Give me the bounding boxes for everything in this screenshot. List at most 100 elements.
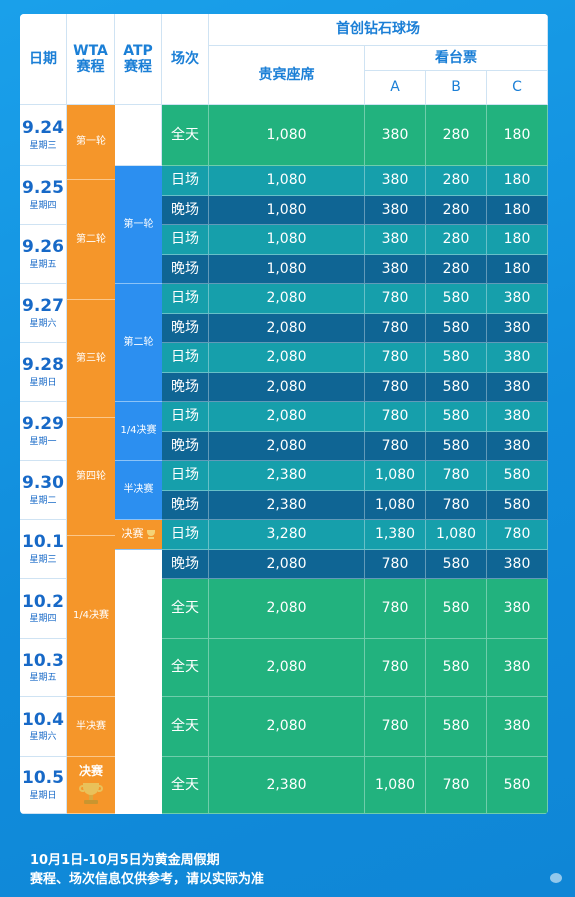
date-cell: 10.2 星期四	[20, 579, 67, 639]
atp-empty-cell	[115, 105, 162, 166]
zone-b-price: 580	[426, 579, 487, 639]
zone-c-price: 780	[487, 520, 548, 550]
atp-round: 第一轮	[115, 166, 162, 284]
atp-round: 1/4决赛	[115, 402, 162, 461]
zone-b-price: 580	[426, 402, 487, 432]
date-cell: 9.26 星期五	[20, 225, 67, 284]
weekday-label: 星期二	[29, 495, 57, 506]
trophy-icon	[146, 529, 156, 540]
date-cell: 9.30 星期二	[20, 461, 67, 520]
date-cell: 9.25 星期四	[20, 166, 67, 225]
date-label: 10.5	[22, 768, 64, 789]
wta-round: 第三轮	[67, 300, 115, 418]
zone-a-price: 380	[365, 166, 426, 196]
header-atp-schedule: ATP 赛程	[115, 14, 162, 105]
zone-c-price: 380	[487, 550, 548, 579]
weekday-label: 星期六	[29, 318, 57, 329]
date-label: 10.2	[22, 591, 64, 612]
header-stand-tickets: 看台票	[365, 46, 548, 71]
header-date: 日期	[20, 14, 67, 105]
trophy-icon	[79, 782, 103, 805]
session-cell: 日场	[162, 343, 209, 373]
zone-b-price: 280	[426, 196, 487, 225]
vip-price: 2,380	[209, 461, 365, 491]
zone-b-price: 280	[426, 225, 487, 255]
session-cell: 日场	[162, 225, 209, 255]
weekday-label: 星期三	[29, 140, 57, 151]
zone-c-price: 380	[487, 432, 548, 461]
session-cell: 晚场	[162, 314, 209, 343]
session-cell: 晚场	[162, 196, 209, 225]
vip-price: 2,080	[209, 579, 365, 639]
vip-price: 2,080	[209, 639, 365, 697]
date-cell: 9.29 星期一	[20, 402, 67, 461]
vip-price: 2,380	[209, 491, 365, 520]
atp-round: 半决赛	[115, 461, 162, 520]
vip-price: 2,080	[209, 550, 365, 579]
session-cell: 日场	[162, 520, 209, 550]
vip-price: 2,080	[209, 432, 365, 461]
vip-price: 2,080	[209, 314, 365, 343]
zone-b-price: 580	[426, 639, 487, 697]
zone-c-price: 380	[487, 402, 548, 432]
zone-a-price: 780	[365, 550, 426, 579]
zone-a-price: 1,380	[365, 520, 426, 550]
date-label: 9.27	[22, 296, 64, 317]
zone-b-price: 580	[426, 284, 487, 314]
date-cell: 10.3 星期五	[20, 639, 67, 697]
vip-price: 2,080	[209, 402, 365, 432]
zone-c-price: 380	[487, 373, 548, 402]
wta-round: 1/4决赛	[67, 536, 115, 697]
atp-final-label: 决赛	[121, 527, 144, 541]
zone-b-price: 280	[426, 166, 487, 196]
atp-round: 第二轮	[115, 284, 162, 402]
date-cell: 9.27 星期六	[20, 284, 67, 343]
date-label: 9.28	[22, 355, 64, 376]
disclaimer-note: 赛程、场次信息仅供参考，请以实际为准	[30, 872, 265, 887]
weekday-label: 星期三	[29, 554, 57, 565]
atp-round: 决赛	[115, 520, 162, 550]
zone-a-price: 780	[365, 314, 426, 343]
zone-a-price: 380	[365, 255, 426, 284]
weekday-label: 星期五	[29, 259, 57, 270]
date-label: 10.4	[22, 709, 64, 730]
header-venue: 首创钻石球场	[209, 14, 548, 46]
zone-a-price: 780	[365, 373, 426, 402]
session-cell: 全天	[162, 579, 209, 639]
weekday-label: 星期四	[29, 614, 57, 625]
session-cell: 全天	[162, 757, 209, 814]
zone-a-price: 780	[365, 284, 426, 314]
zone-c-price: 580	[487, 757, 548, 814]
zone-c-price: 180	[487, 166, 548, 196]
zone-c-price: 180	[487, 105, 548, 166]
date-cell: 10.4 星期六	[20, 697, 67, 757]
wta-round: 第一轮	[67, 105, 115, 180]
weekday-label: 星期日	[29, 790, 57, 801]
zone-c-price: 380	[487, 343, 548, 373]
header-zone-c: C	[487, 71, 548, 105]
watermark	[470, 868, 562, 888]
session-cell: 晚场	[162, 491, 209, 520]
zone-a-price: 380	[365, 105, 426, 166]
date-label: 10.3	[22, 650, 64, 671]
date-label: 9.26	[22, 237, 64, 258]
wta-round: 决赛	[67, 757, 115, 814]
zone-a-price: 780	[365, 639, 426, 697]
vip-price: 2,380	[209, 757, 365, 814]
wta-round: 半决赛	[67, 697, 115, 757]
session-cell: 全天	[162, 105, 209, 166]
date-cell: 9.24 星期三	[20, 105, 67, 166]
zone-a-price: 1,080	[365, 491, 426, 520]
weekday-label: 星期五	[29, 673, 57, 684]
wta-final-label: 决赛	[78, 764, 103, 779]
zone-a-price: 380	[365, 196, 426, 225]
zone-b-price: 580	[426, 697, 487, 757]
vip-price: 2,080	[209, 373, 365, 402]
zone-b-price: 580	[426, 373, 487, 402]
date-label: 9.29	[22, 414, 64, 435]
header-wta-schedule: WTA 赛程	[67, 14, 115, 105]
holiday-note: 10月1日-10月5日为黄金周假期	[30, 853, 220, 868]
zone-a-price: 1,080	[365, 757, 426, 814]
vip-price: 1,080	[209, 105, 365, 166]
atp-empty-cell	[115, 550, 162, 814]
